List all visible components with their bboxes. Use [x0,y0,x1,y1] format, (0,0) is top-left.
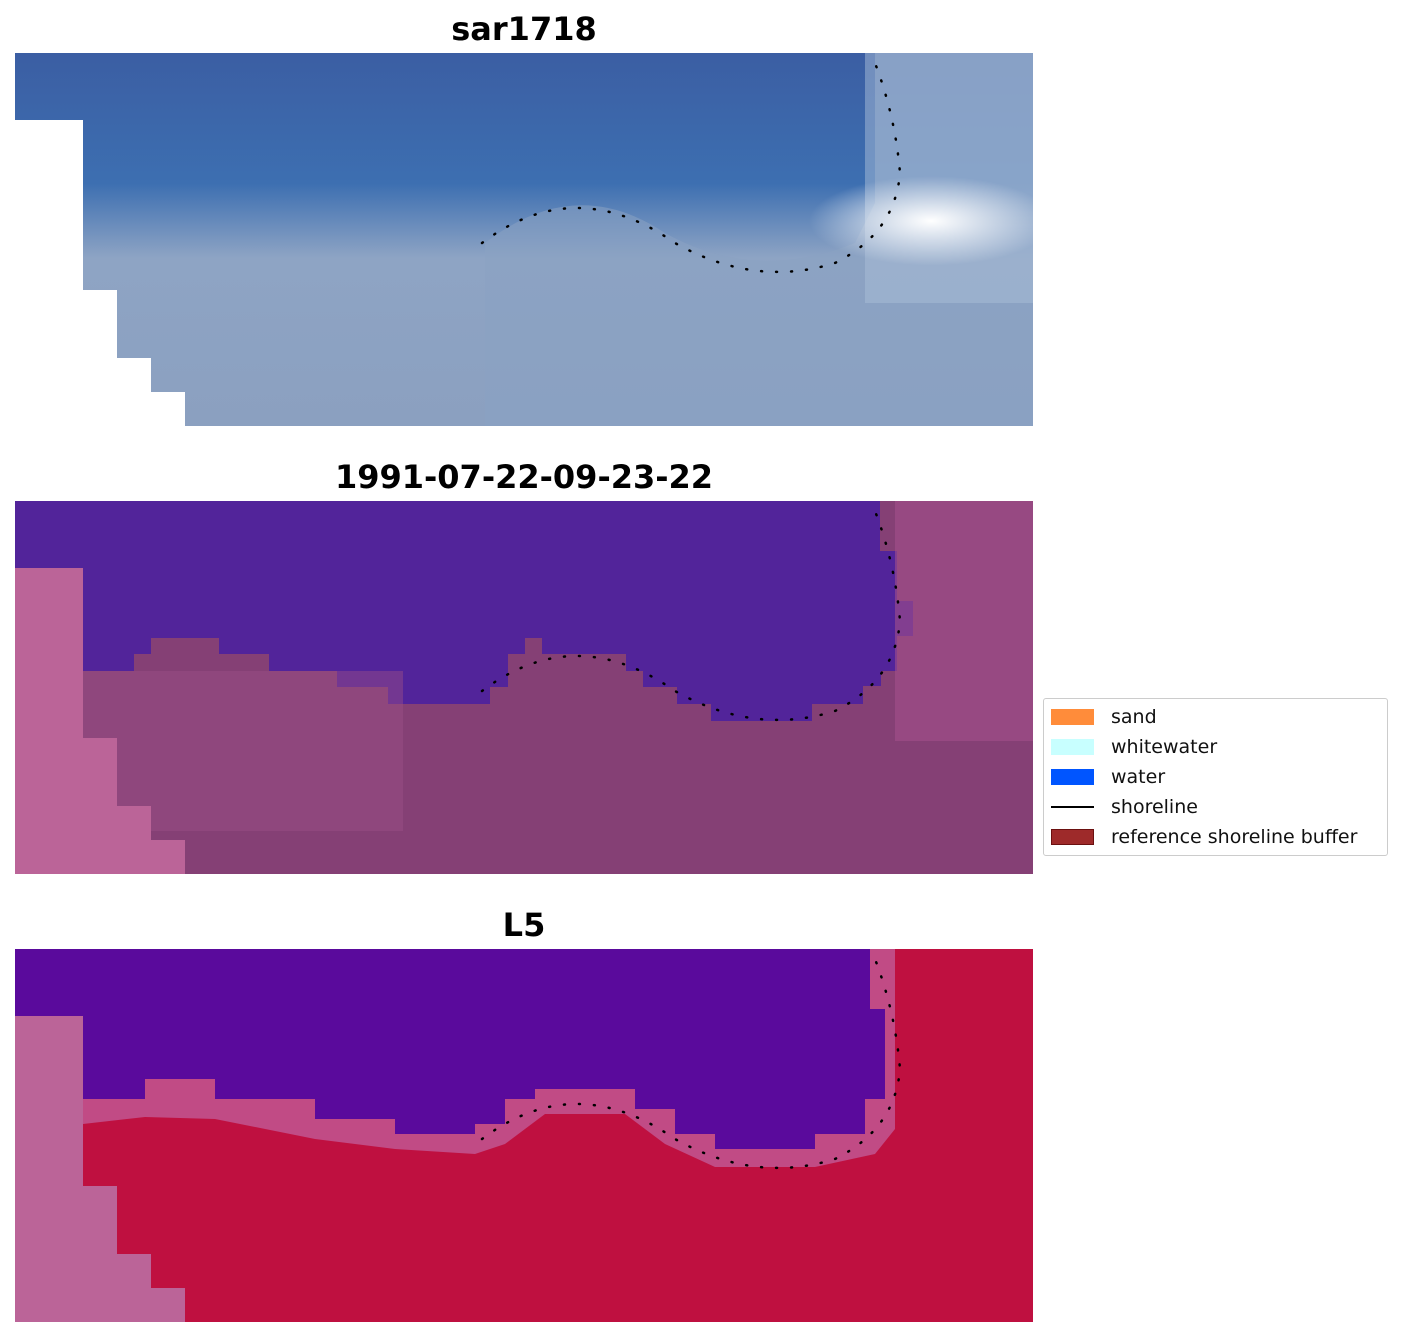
legend-label: whitewater [1111,736,1218,758]
legend-swatch-whitewater [1051,739,1094,755]
legend-swatch-reference-buffer [1051,829,1094,845]
legend: sand whitewater water shoreline referenc… [1043,698,1388,856]
index-image [15,949,1033,1322]
panel-title-1: sar1718 [451,10,597,48]
panel-title-3: L5 [502,906,546,944]
legend-label: reference shoreline buffer [1111,826,1358,848]
legend-label: shoreline [1111,796,1198,818]
legend-line-shoreline [1051,806,1094,808]
legend-label: sand [1111,706,1157,728]
legend-label: water [1111,766,1166,788]
classified-image [15,501,1033,874]
legend-swatch-water [1051,769,1094,785]
sar-image [15,53,1033,426]
panel-title-2: 1991-07-22-09-23-22 [334,458,714,496]
legend-swatch-sand [1051,709,1094,725]
